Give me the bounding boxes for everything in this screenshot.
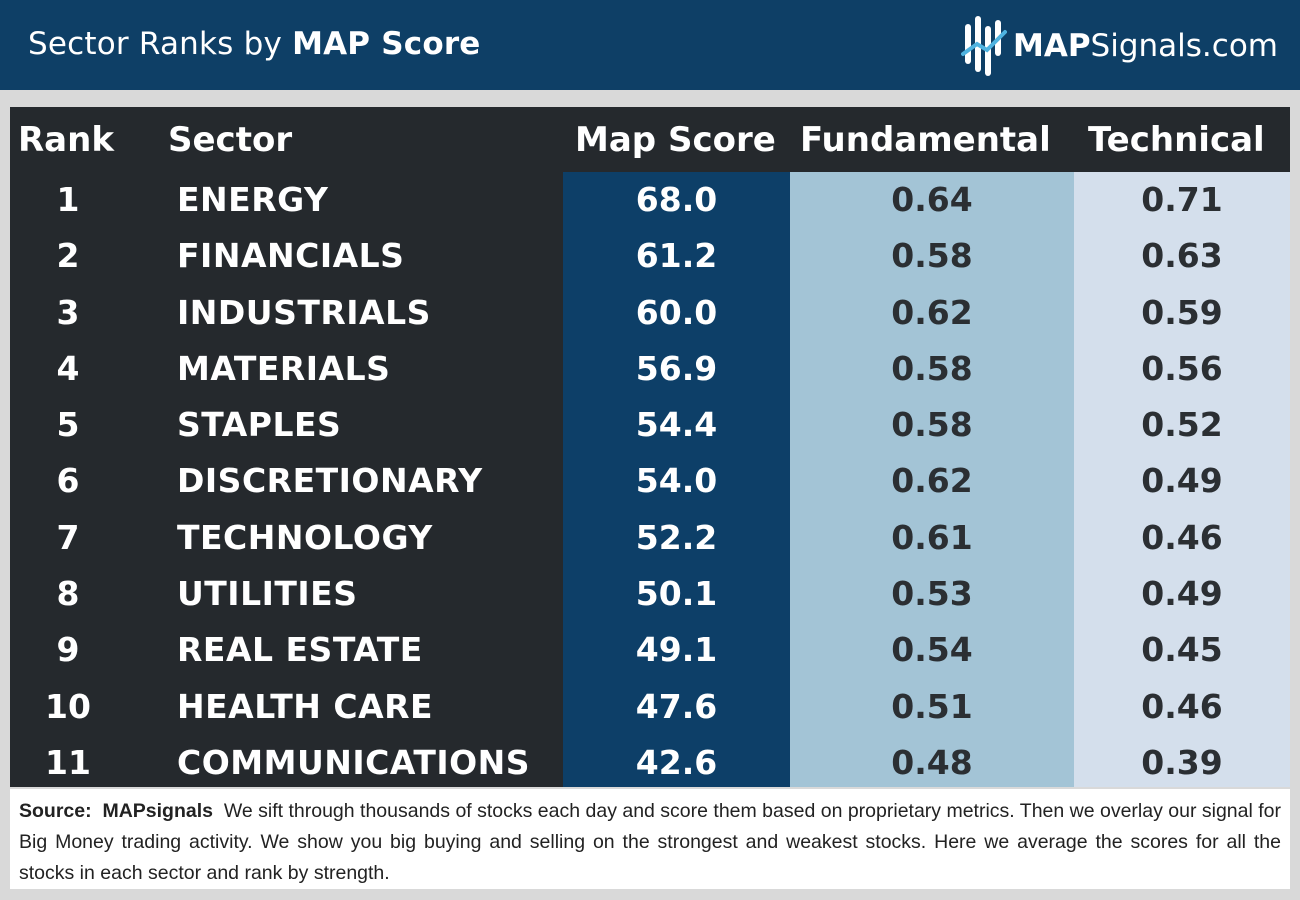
source-footnote: Source: MAPsignals We sift through thous… bbox=[10, 789, 1290, 889]
cell-technical: 0.49 bbox=[1141, 461, 1223, 501]
cell-sector: INDUSTRIALS bbox=[177, 292, 431, 332]
cell-rank: 10 bbox=[45, 686, 91, 726]
title-prefix: Sector Ranks by bbox=[28, 26, 293, 62]
cell-fundamental: 0.62 bbox=[891, 461, 973, 501]
table-row: 2 FINANCIALS 61.2 0.58 0.63 bbox=[10, 228, 1290, 284]
cell-rank: 9 bbox=[56, 630, 80, 670]
mapsignals-logo-icon bbox=[960, 16, 1007, 76]
cell-map-score: 54.4 bbox=[635, 405, 718, 445]
table-row: 11 COMMUNICATIONS 42.6 0.48 0.39 bbox=[10, 735, 1290, 791]
cell-rank: 3 bbox=[56, 292, 80, 332]
table-row: 9 REAL ESTATE 49.1 0.54 0.45 bbox=[10, 622, 1290, 678]
cell-fundamental: 0.58 bbox=[891, 348, 973, 388]
cell-map-score: 50.1 bbox=[635, 574, 718, 614]
header-map-score: Map Score bbox=[575, 120, 776, 160]
header-technical: Technical bbox=[1088, 120, 1265, 160]
cell-map-score: 52.2 bbox=[635, 517, 718, 557]
table-row: 1 ENERGY 68.0 0.64 0.71 bbox=[10, 172, 1290, 228]
table-row: 6 DISCRETIONARY 54.0 0.62 0.49 bbox=[10, 453, 1290, 509]
source-description: We sift through thousands of stocks each… bbox=[19, 800, 1281, 884]
technical-column-bg bbox=[1074, 172, 1290, 787]
cell-sector: STAPLES bbox=[177, 405, 342, 445]
sector-rank-table: Rank Sector Map Score Fundamental Techni… bbox=[10, 107, 1290, 787]
table-row: 4 MATERIALS 56.9 0.58 0.56 bbox=[10, 341, 1290, 397]
cell-map-score: 60.0 bbox=[635, 292, 718, 332]
cell-technical: 0.46 bbox=[1141, 517, 1223, 557]
cell-rank: 11 bbox=[45, 742, 91, 782]
cell-sector: DISCRETIONARY bbox=[177, 461, 483, 501]
cell-sector: MATERIALS bbox=[177, 348, 391, 388]
cell-technical: 0.59 bbox=[1141, 292, 1223, 332]
cell-technical: 0.39 bbox=[1141, 742, 1223, 782]
cell-rank: 2 bbox=[56, 236, 80, 276]
table-row: 3 INDUSTRIALS 60.0 0.62 0.59 bbox=[10, 285, 1290, 341]
cell-fundamental: 0.64 bbox=[891, 180, 973, 219]
map-score-column-bg bbox=[563, 172, 790, 787]
cell-rank: 6 bbox=[56, 461, 80, 501]
header-fundamental: Fundamental bbox=[800, 120, 1051, 160]
cell-sector: UTILITIES bbox=[177, 574, 358, 614]
cell-technical: 0.71 bbox=[1141, 180, 1223, 219]
header-banner: Sector Ranks by MAP Score MAPSignals.com bbox=[0, 0, 1300, 90]
table-row: 7 TECHNOLOGY 52.2 0.61 0.46 bbox=[10, 510, 1290, 566]
cell-sector: ENERGY bbox=[177, 180, 329, 219]
cell-sector: FINANCIALS bbox=[177, 236, 405, 276]
cell-fundamental: 0.51 bbox=[891, 686, 973, 726]
cell-map-score: 56.9 bbox=[635, 348, 718, 388]
table-row: 10 HEALTH CARE 47.6 0.51 0.46 bbox=[10, 679, 1290, 735]
page-title: Sector Ranks by MAP Score bbox=[28, 24, 481, 64]
cell-map-score: 42.6 bbox=[635, 742, 718, 782]
cell-sector: REAL ESTATE bbox=[177, 630, 423, 670]
header-rank: Rank bbox=[18, 120, 114, 160]
table-body: 1 ENERGY 68.0 0.64 0.71 2 FINANCIALS 61.2 0.58 0.… bbox=[10, 172, 1290, 787]
cell-map-score: 54.0 bbox=[635, 461, 718, 501]
cell-fundamental: 0.54 bbox=[891, 630, 973, 670]
cell-technical: 0.63 bbox=[1141, 236, 1223, 276]
cell-fundamental: 0.61 bbox=[891, 517, 973, 557]
source-name: MAPsignals bbox=[102, 800, 213, 822]
cell-technical: 0.45 bbox=[1141, 630, 1223, 670]
cell-rank: 7 bbox=[56, 517, 80, 557]
header-sector: Sector bbox=[168, 120, 293, 160]
cell-rank: 1 bbox=[56, 180, 80, 219]
cell-fundamental: 0.58 bbox=[891, 236, 973, 276]
table-row: 5 STAPLES 54.4 0.58 0.52 bbox=[10, 397, 1290, 453]
cell-rank: 4 bbox=[56, 348, 80, 388]
cell-map-score: 61.2 bbox=[635, 236, 718, 276]
brand-wordmark: MAPSignals.com bbox=[1012, 28, 1278, 64]
brand-logo: MAPSignals.com bbox=[960, 14, 1278, 78]
cell-map-score: 49.1 bbox=[635, 630, 718, 670]
fundamental-column-bg bbox=[790, 172, 1074, 787]
cell-map-score: 47.6 bbox=[635, 686, 718, 726]
title-emphasis: MAP Score bbox=[292, 26, 481, 62]
cell-map-score: 68.0 bbox=[635, 180, 718, 219]
cell-fundamental: 0.62 bbox=[891, 292, 973, 332]
cell-technical: 0.49 bbox=[1141, 574, 1223, 614]
cell-fundamental: 0.53 bbox=[891, 574, 973, 614]
source-label: Source: bbox=[19, 800, 92, 822]
cell-fundamental: 0.48 bbox=[891, 742, 973, 782]
cell-rank: 8 bbox=[56, 574, 80, 614]
cell-rank: 5 bbox=[56, 405, 80, 445]
table-row: 8 UTILITIES 50.1 0.53 0.49 bbox=[10, 566, 1290, 622]
cell-sector: HEALTH CARE bbox=[177, 686, 434, 726]
cell-sector: COMMUNICATIONS bbox=[177, 742, 531, 782]
cell-technical: 0.46 bbox=[1141, 686, 1223, 726]
cell-technical: 0.52 bbox=[1141, 405, 1223, 445]
cell-sector: TECHNOLOGY bbox=[177, 517, 433, 557]
cell-technical: 0.56 bbox=[1141, 348, 1223, 388]
cell-fundamental: 0.58 bbox=[891, 405, 973, 445]
